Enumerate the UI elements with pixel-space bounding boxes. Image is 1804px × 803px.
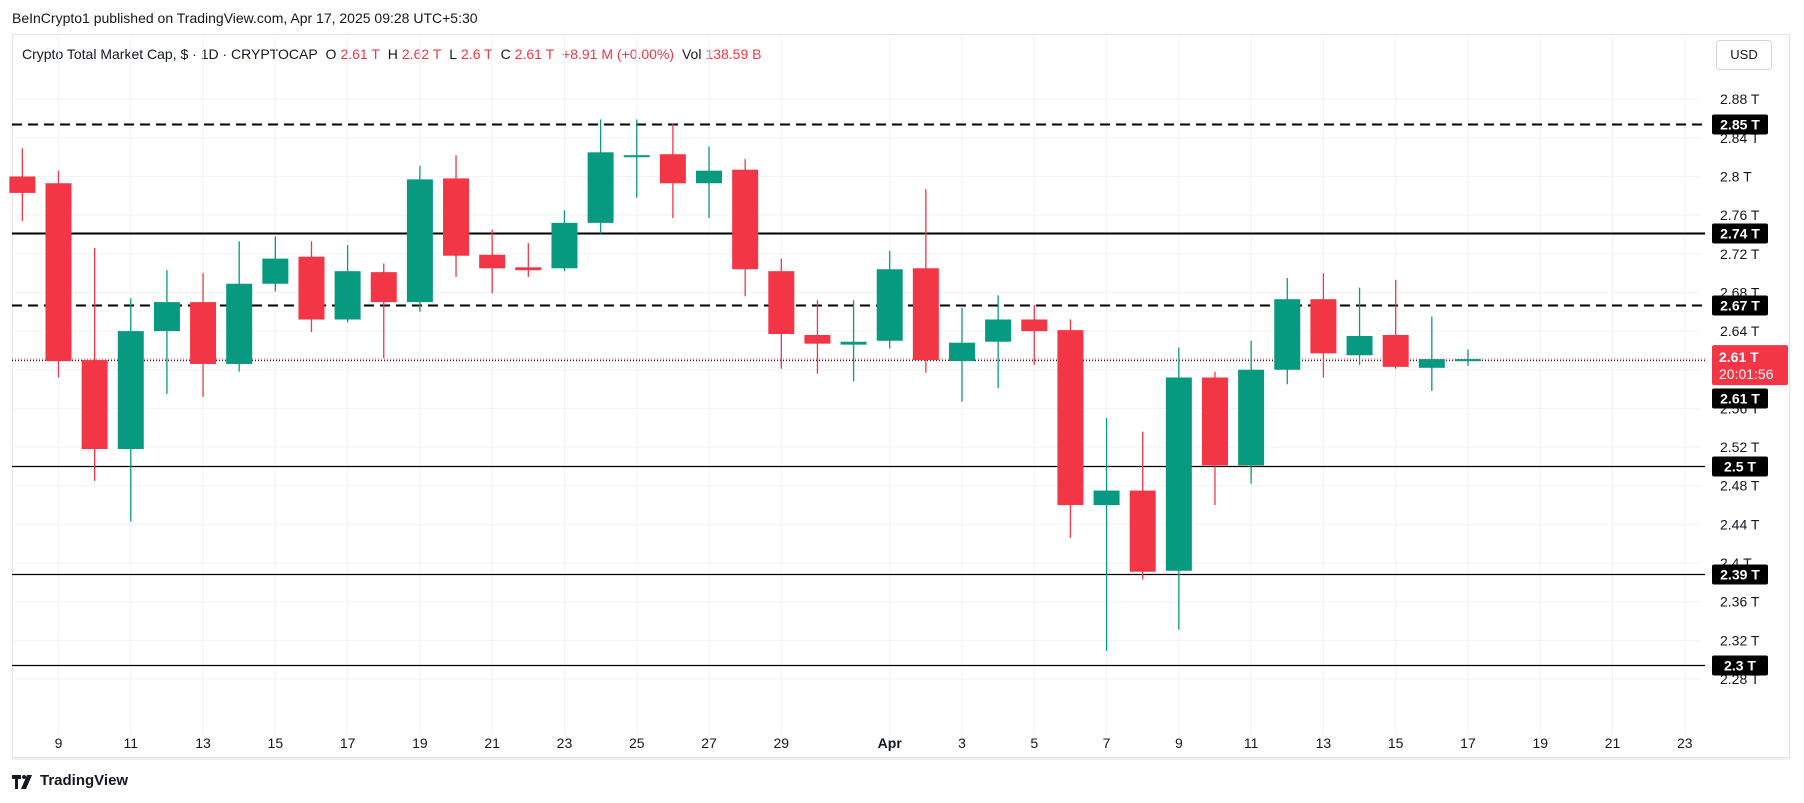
volume-value: 138.59 B — [705, 46, 762, 62]
open-value: 2.61 T — [340, 46, 380, 62]
high-value: 2.62 T — [401, 46, 442, 62]
tradingview-brand-text: TradingView — [40, 772, 129, 789]
change-value: +8.91 M (+0.00%) — [562, 46, 675, 62]
tradingview-logo-icon — [12, 774, 32, 789]
tradingview-logo[interactable]: TradingView — [12, 772, 128, 789]
symbol-title[interactable]: Crypto Total Market Cap, $ · 1D · CRYPTO… — [22, 46, 318, 62]
volume-label: Vol — [681, 46, 702, 62]
close-label: C — [500, 46, 511, 62]
open-label: O — [325, 46, 337, 62]
low-label: L — [449, 46, 458, 62]
chart-frame — [12, 34, 1790, 758]
low-value: 2.6 T — [461, 46, 493, 62]
publisher-line: BeInCrypto1 published on TradingView.com… — [12, 10, 478, 26]
high-label: H — [387, 46, 398, 62]
symbol-legend: Crypto Total Market Cap, $ · 1D · CRYPTO… — [22, 46, 766, 62]
close-value: 2.61 T — [514, 46, 555, 62]
currency-button[interactable]: USD — [1716, 40, 1772, 70]
